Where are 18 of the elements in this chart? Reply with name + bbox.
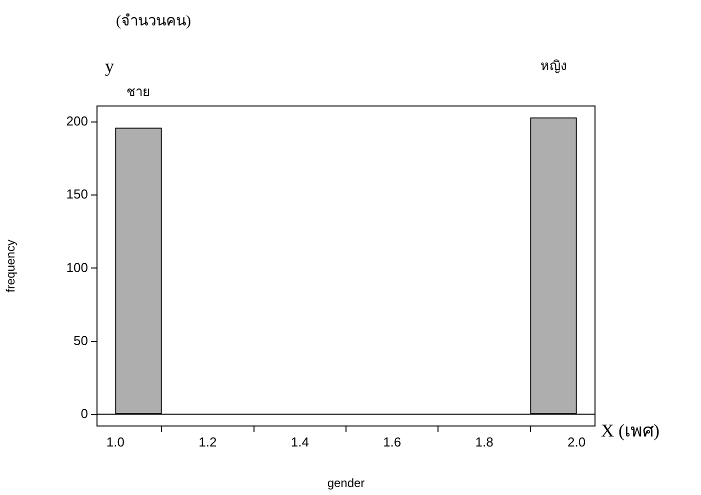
y-tick-label: 100 xyxy=(66,260,88,275)
text: ชาย xyxy=(126,84,150,99)
text: X (เพศ) xyxy=(601,420,660,441)
x-axis-title: gender xyxy=(327,476,365,490)
chart-title: (จำนวนคน) xyxy=(116,12,191,30)
x-tick-label: 1.8 xyxy=(475,434,494,450)
y-axis-title: frequency xyxy=(4,240,18,292)
y-tick-label: 0 xyxy=(80,406,88,421)
text: หญิง xyxy=(540,58,566,73)
text: y xyxy=(105,56,114,76)
x-tick-label: 1.0 xyxy=(106,434,124,450)
x-tick-label: 1.2 xyxy=(198,434,217,450)
x-tick-label: 1.4 xyxy=(290,434,309,450)
y-tick-label: 50 xyxy=(74,332,88,348)
y-tick-label: 200 xyxy=(66,114,88,129)
x-tick-label: 1.6 xyxy=(383,434,402,450)
y-tick-label: 150 xyxy=(66,186,88,202)
x-tick-label: 2.0 xyxy=(568,434,586,450)
